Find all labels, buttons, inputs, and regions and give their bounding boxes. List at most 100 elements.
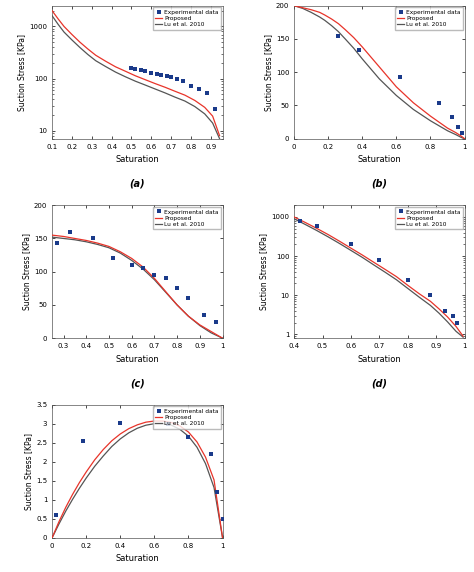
Experimental data — [174, 285, 180, 292]
Proposed — [72, 235, 78, 242]
Proposed — [83, 237, 89, 244]
Experimental data — [297, 217, 302, 224]
Proposed — [376, 63, 382, 70]
Experimental data — [436, 100, 442, 106]
Line: Proposed: Proposed — [294, 6, 465, 139]
Proposed — [186, 428, 191, 435]
Proposed — [453, 323, 459, 330]
Proposed — [186, 313, 191, 320]
Lu et al. 2010 — [371, 261, 376, 268]
Proposed — [428, 298, 433, 305]
Proposed — [143, 419, 149, 426]
Line: Lu et al. 2010: Lu et al. 2010 — [52, 424, 223, 538]
Lu et al. 2010 — [405, 285, 410, 292]
Proposed — [317, 9, 322, 16]
Lu et al. 2010 — [428, 117, 433, 124]
Lu et al. 2010 — [142, 82, 148, 89]
Lu et al. 2010 — [194, 444, 200, 451]
Legend: Experimental data, Proposed, Lu et al. 2010: Experimental data, Proposed, Lu et al. 2… — [395, 207, 463, 229]
Line: Proposed: Proposed — [52, 11, 219, 136]
Proposed — [70, 491, 75, 498]
Experimental data — [152, 272, 157, 279]
Proposed — [342, 26, 348, 33]
Experimental data — [158, 72, 164, 78]
Lu et al. 2010 — [77, 44, 83, 51]
Lu et al. 2010 — [410, 106, 416, 113]
Proposed — [140, 264, 146, 271]
Lu et al. 2010 — [359, 55, 365, 62]
Proposed — [325, 231, 331, 238]
Experimental data — [201, 312, 207, 319]
Proposed — [337, 238, 342, 245]
Proposed — [174, 301, 180, 308]
Line: Experimental data: Experimental data — [55, 231, 217, 323]
X-axis label: Saturation: Saturation — [116, 155, 159, 164]
Experimental data — [164, 73, 170, 80]
Experimental data — [180, 78, 186, 85]
Lu et al. 2010 — [458, 134, 464, 141]
Experimental data — [168, 74, 174, 81]
Lu et al. 2010 — [160, 420, 166, 427]
Lu et al. 2010 — [436, 309, 442, 316]
Proposed — [83, 468, 89, 475]
Proposed — [172, 88, 178, 95]
Lu et al. 2010 — [55, 21, 61, 27]
Proposed — [55, 15, 61, 22]
Experimental data — [196, 86, 201, 93]
Lu et al. 2010 — [92, 463, 98, 470]
Lu et al. 2010 — [61, 235, 66, 242]
Legend: Experimental data, Proposed, Lu et al. 2010: Experimental data, Proposed, Lu et al. 2… — [153, 7, 221, 30]
Experimental data — [455, 319, 460, 326]
Proposed — [211, 476, 217, 483]
Line: Proposed: Proposed — [52, 235, 223, 338]
Proposed — [436, 305, 442, 312]
Lu et al. 2010 — [118, 249, 123, 256]
Line: Experimental data: Experimental data — [298, 219, 459, 324]
Experimental data — [356, 47, 362, 54]
Proposed — [329, 15, 335, 22]
Text: (c): (c) — [130, 378, 145, 388]
Proposed — [393, 273, 399, 280]
Proposed — [416, 290, 422, 297]
Lu et al. 2010 — [325, 233, 331, 240]
Lu et al. 2010 — [109, 443, 115, 450]
Proposed — [314, 225, 319, 232]
Proposed — [85, 46, 91, 53]
Lu et al. 2010 — [123, 73, 128, 80]
Lu et al. 2010 — [69, 37, 75, 43]
Proposed — [210, 113, 216, 120]
Experimental data — [220, 515, 226, 522]
Lu et al. 2010 — [182, 98, 188, 105]
Lu et al. 2010 — [445, 319, 450, 325]
Lu et al. 2010 — [348, 247, 354, 254]
Proposed — [160, 418, 166, 424]
Proposed — [202, 104, 208, 111]
Proposed — [371, 259, 376, 265]
Proposed — [93, 52, 99, 59]
Proposed — [217, 132, 222, 139]
Lu et al. 2010 — [63, 508, 69, 515]
Lu et al. 2010 — [203, 460, 209, 467]
Lu et al. 2010 — [83, 475, 89, 482]
Proposed — [445, 125, 450, 132]
Experimental data — [80, 438, 86, 444]
Proposed — [359, 43, 365, 50]
Lu et al. 2010 — [220, 534, 226, 541]
Experimental data — [336, 32, 341, 39]
Lu et al. 2010 — [186, 313, 191, 320]
Proposed — [118, 248, 123, 255]
Experimental data — [314, 223, 319, 229]
Proposed — [445, 313, 450, 320]
Experimental data — [155, 70, 160, 77]
Proposed — [348, 245, 354, 252]
Line: Lu et al. 2010: Lu et al. 2010 — [294, 6, 465, 139]
Proposed — [152, 418, 157, 424]
Experimental data — [110, 255, 116, 262]
Proposed — [103, 58, 109, 65]
Proposed — [192, 97, 198, 104]
Proposed — [63, 504, 69, 511]
Experimental data — [186, 295, 191, 302]
Experimental data — [54, 240, 60, 247]
Proposed — [194, 439, 200, 446]
Lu et al. 2010 — [445, 128, 450, 134]
